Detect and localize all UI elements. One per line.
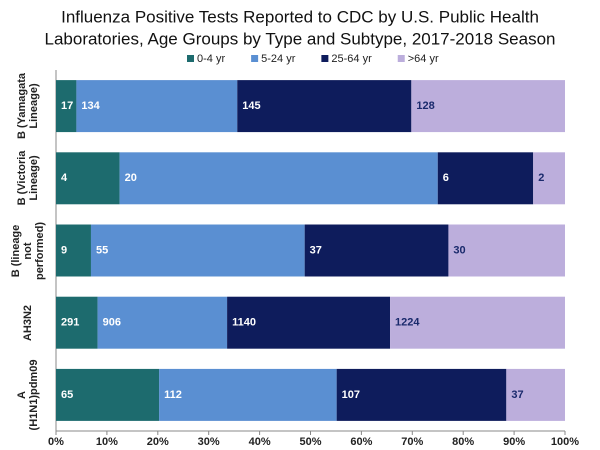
data-label: 291 — [61, 317, 79, 329]
bar-segment — [227, 296, 391, 349]
bar-segment — [304, 224, 449, 277]
data-label: 145 — [242, 100, 260, 112]
y-tick-label: AH3N2 — [22, 304, 34, 341]
x-tick-label: 70% — [401, 436, 423, 448]
data-label: 30 — [453, 244, 465, 256]
x-tick-label: 20% — [147, 436, 169, 448]
x-tick-label: 0% — [48, 436, 64, 448]
bar-segment — [119, 152, 438, 205]
legend-swatch — [187, 55, 194, 62]
chart-title: Laboratories, Age Groups by Type and Sub… — [45, 29, 556, 48]
bar-segment — [90, 224, 305, 277]
bar-segment — [237, 80, 412, 133]
x-tick-label: 100% — [551, 436, 579, 448]
bar-segment — [56, 152, 120, 205]
bar-segment — [56, 80, 77, 133]
bar-segment — [56, 368, 160, 421]
legend-label: 0-4 yr — [197, 53, 225, 65]
data-label: 37 — [511, 389, 523, 401]
x-tick-label: 80% — [452, 436, 474, 448]
bar-segment — [159, 368, 337, 421]
data-label: 37 — [310, 244, 322, 256]
bar-segment — [448, 224, 565, 277]
x-tick-label: 50% — [299, 436, 321, 448]
data-label: 9 — [61, 244, 67, 256]
y-tick-label: A (H1N1)pdm09 — [16, 359, 40, 431]
y-tick-label: B (Yamagata Lineage) — [16, 73, 40, 140]
bar-segment — [533, 152, 565, 205]
bar-segment — [437, 152, 534, 205]
x-tick-label: 40% — [249, 436, 271, 448]
data-label: 906 — [103, 317, 121, 329]
data-label: 128 — [416, 100, 434, 112]
data-label: 6 — [443, 172, 449, 184]
data-label: 20 — [125, 172, 137, 184]
chart-title: Influenza Positive Tests Reported to CDC… — [61, 7, 539, 26]
x-tick-label: 30% — [198, 436, 220, 448]
bar-segment — [506, 368, 565, 421]
data-label: 112 — [164, 389, 182, 401]
x-tick-label: 10% — [96, 436, 118, 448]
data-label: 4 — [61, 172, 68, 184]
bar-segment — [56, 224, 91, 277]
data-label: 2 — [538, 172, 544, 184]
legend-label: 5-24 yr — [261, 53, 296, 65]
bar-segment — [76, 80, 238, 133]
bar-segment — [336, 368, 507, 421]
y-tick-label: B (lineage not performed) — [10, 221, 46, 280]
legend-swatch — [321, 55, 329, 62]
data-label: 17 — [61, 100, 73, 112]
legend-label: 25-64 yr — [331, 53, 372, 65]
data-label: 55 — [96, 244, 108, 256]
data-label: 107 — [342, 389, 360, 401]
bar-segment — [390, 296, 565, 349]
data-label: 134 — [81, 100, 100, 112]
y-tick-label: B (Victoria Lineage) — [16, 150, 40, 206]
bar-segment — [56, 296, 98, 349]
legend-label: >64 yr — [408, 53, 439, 65]
data-label: 65 — [61, 389, 73, 401]
legend-swatch — [397, 55, 405, 62]
x-tick-label: 60% — [350, 436, 372, 448]
bar-segment — [411, 80, 565, 133]
legend-swatch — [251, 55, 259, 62]
data-label: 1140 — [232, 317, 256, 329]
x-tick-label: 90% — [503, 436, 525, 448]
bar-segment — [97, 296, 228, 349]
data-label: 1224 — [395, 317, 420, 329]
